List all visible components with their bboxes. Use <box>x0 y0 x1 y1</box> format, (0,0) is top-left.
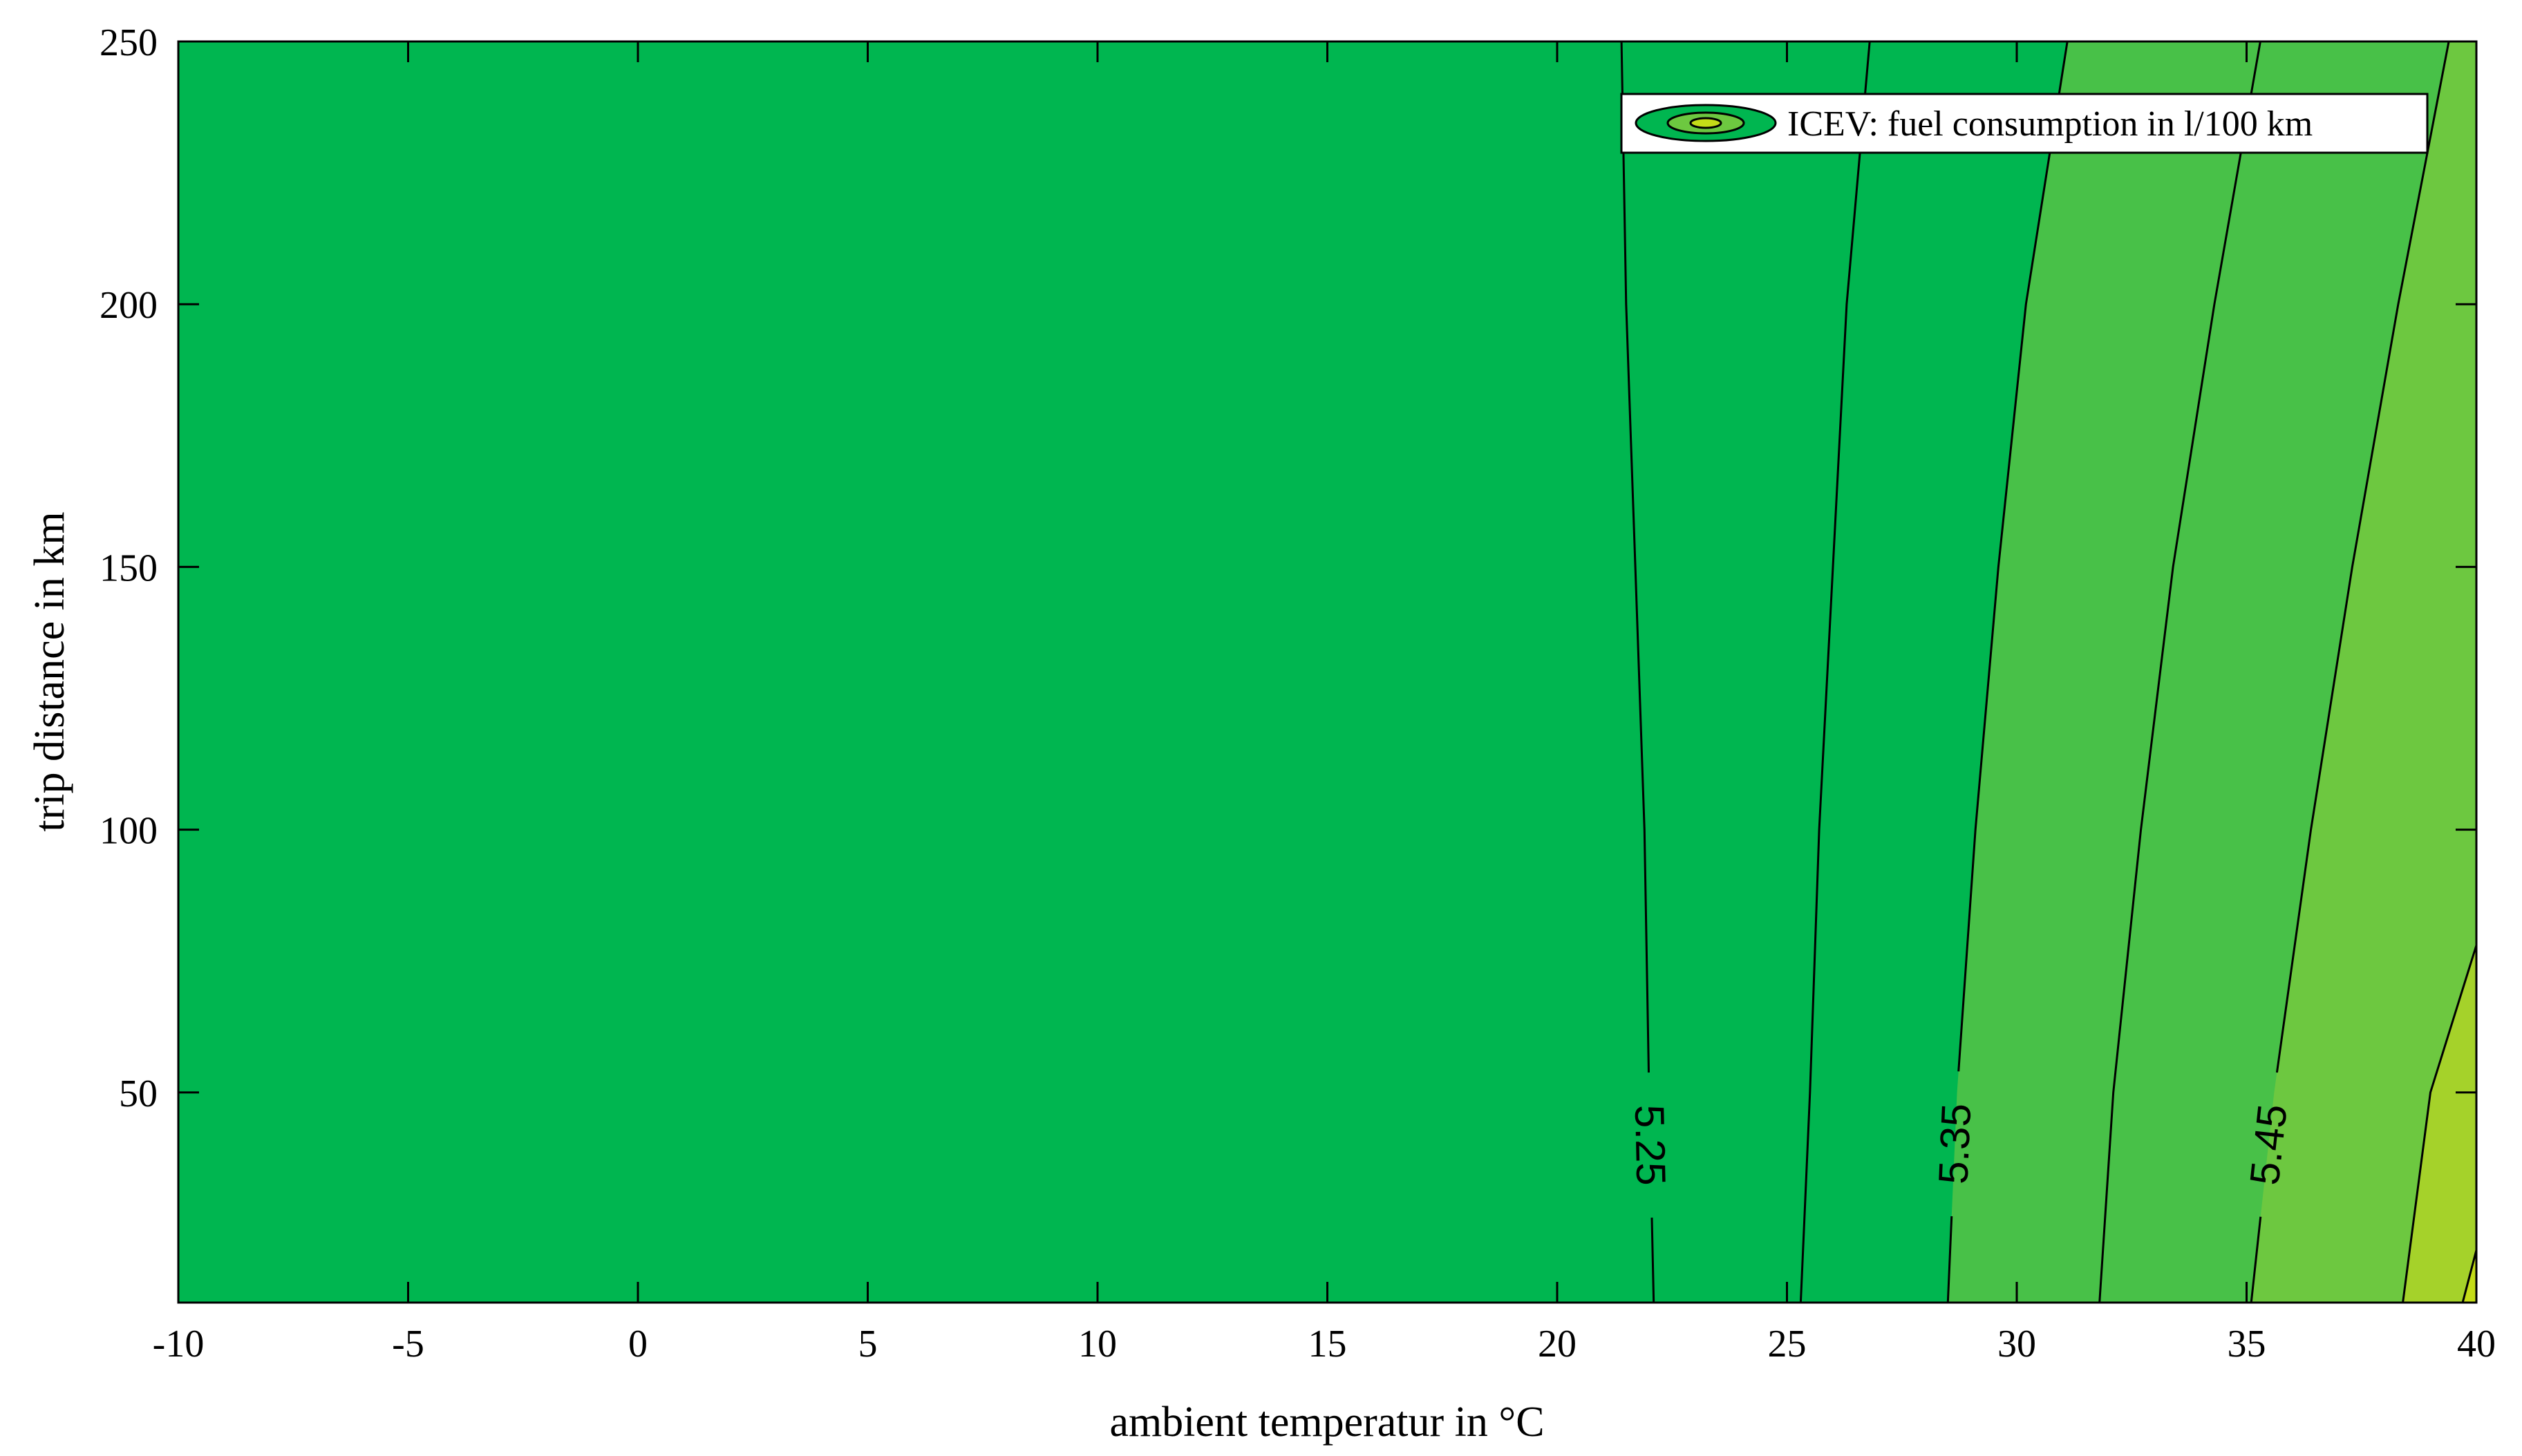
contour-lines <box>1620 41 2476 1303</box>
x-tick-label: 20 <box>1538 1323 1577 1365</box>
y-tick-labels: 50 100 150 200 250 <box>100 21 158 1115</box>
y-tick-label: 200 <box>100 284 158 327</box>
x-tick-label: 5 <box>858 1323 878 1365</box>
contour-line-3 <box>2098 41 2261 1303</box>
contour-line-6 <box>2461 1249 2476 1303</box>
contour-line-2 <box>1946 41 2069 1303</box>
x-tick-label: 40 <box>2457 1323 2496 1365</box>
contour-label-0: 5.25 <box>1626 1104 1675 1186</box>
contour-labels: 5.25 5.35 5.45 <box>1626 1102 2296 1187</box>
contour-line-0 <box>1620 41 1655 1303</box>
x-axis-label: ambient temperatur in °C <box>1109 1399 1544 1446</box>
x-tick-label: 35 <box>2228 1323 2266 1365</box>
y-tick-label: 250 <box>100 21 158 64</box>
y-axis-label: trip distance in km <box>26 511 73 831</box>
contour-line-5 <box>2402 945 2476 1303</box>
x-tick-label: 25 <box>1768 1323 1807 1365</box>
x-tick-label: 15 <box>1308 1323 1347 1365</box>
contour-line-1 <box>1799 41 1871 1303</box>
x-tick-label: 10 <box>1078 1323 1117 1365</box>
axis-ticks <box>177 40 2478 1303</box>
fill-band-3 <box>2402 945 2476 1303</box>
legend: ICEV: fuel consumption in l/100 km <box>1620 93 2429 154</box>
y-tick-label: 150 <box>100 547 158 589</box>
x-tick-labels: -10 -5 0 5 10 15 20 25 30 35 40 <box>153 1323 2496 1365</box>
x-tick-label: 30 <box>1997 1323 2036 1365</box>
contour-fills <box>178 41 2476 1303</box>
contour-label-4: 5.45 <box>2241 1102 2296 1187</box>
x-tick-label: -5 <box>392 1323 424 1365</box>
y-tick-label: 50 <box>119 1072 158 1115</box>
x-tick-label: -10 <box>153 1323 205 1365</box>
y-tick-label: 100 <box>100 810 158 853</box>
fill-band-2 <box>2251 41 2476 1303</box>
x-tick-label: 0 <box>628 1323 648 1365</box>
legend-swatch-inner <box>1689 117 1722 129</box>
legend-label: ICEV: fuel consumption in l/100 km <box>1787 104 2313 144</box>
contour-label-2: 5.35 <box>1930 1102 1979 1185</box>
contour-line-4 <box>2250 41 2450 1303</box>
